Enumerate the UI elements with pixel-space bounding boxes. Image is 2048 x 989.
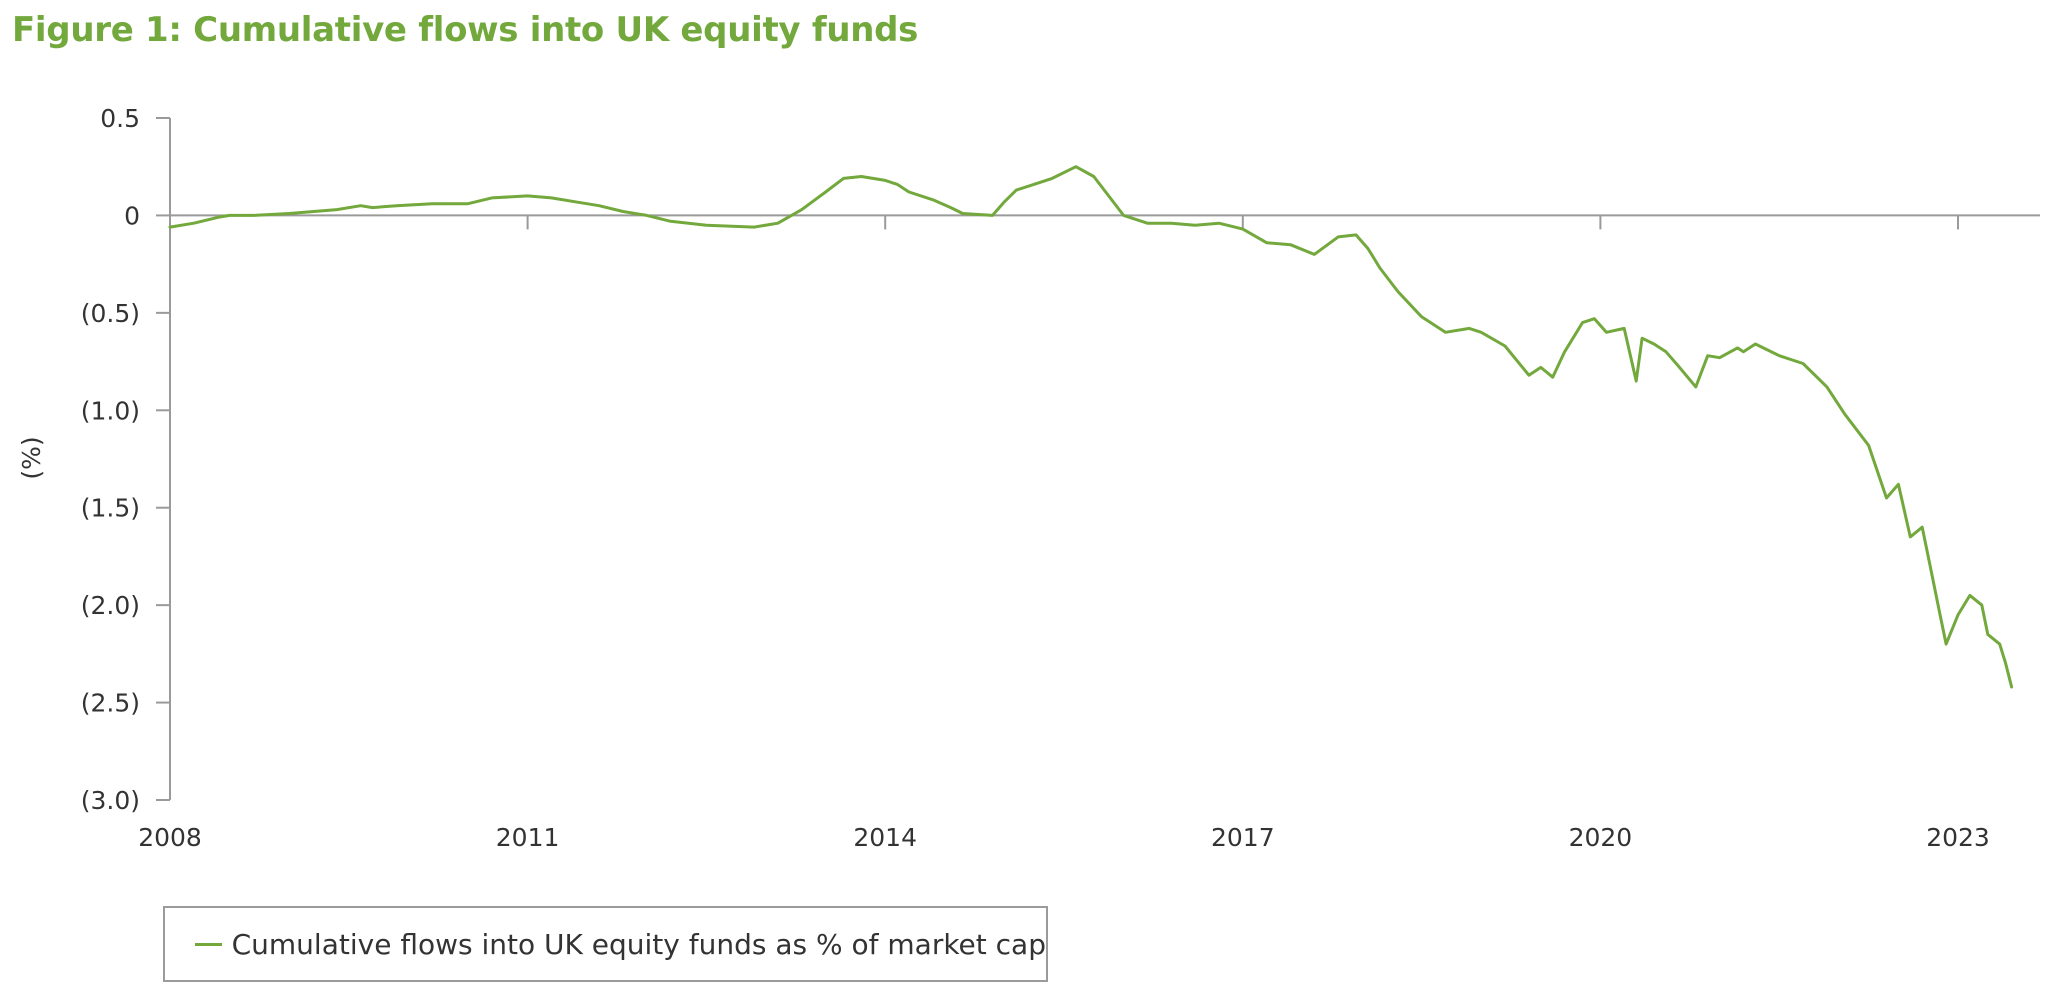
legend-swatch [195, 942, 222, 946]
x-tick-labels: 2008 2011 2014 2017 2020 2023 [138, 823, 1990, 852]
y-tick-labels: 0.5 0 (0.5) (1.0) (1.5) (2.0) (2.5) (3.0) [81, 104, 140, 815]
y-tick-label: (1.5) [81, 494, 140, 523]
x-tick-label: 2011 [496, 823, 560, 852]
y-tick-label: (0.5) [81, 299, 140, 328]
y-tick-label: (2.0) [81, 591, 140, 620]
legend-label: Cumulative flows into UK equity funds as… [231, 927, 1046, 961]
y-tick-label: 0.5 [100, 104, 140, 133]
x-tick-label: 2023 [1926, 823, 1990, 852]
chart-title: Figure 1: Cumulative flows into UK equit… [12, 10, 919, 50]
axes [156, 117, 2040, 801]
x-tick-label: 2020 [1569, 823, 1633, 852]
series-layer [168, 165, 2014, 689]
series-line [168, 165, 2014, 689]
x-tick-label: 2017 [1211, 823, 1275, 852]
y-tick-label: (2.5) [81, 689, 140, 718]
x-tick-label: 2008 [138, 823, 202, 852]
y-tick-label: (3.0) [81, 786, 140, 815]
line-chart: 0.50(0.5)(1.0)(1.5)(2.0)(2.5)(3.0) 2008 2… [17, 104, 2040, 852]
y-tick-label: 0 [124, 201, 140, 230]
y-tick-label: (1.0) [81, 396, 140, 425]
legend: Cumulative flows into UK equity funds as… [163, 906, 1048, 982]
x-tick-label: 2014 [853, 823, 917, 852]
y-axis-label: (%) [17, 436, 46, 479]
